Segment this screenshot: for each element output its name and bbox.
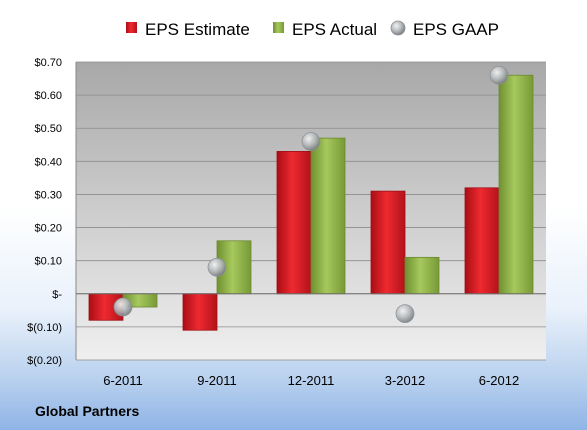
bar-eps-estimate xyxy=(370,190,406,295)
y-tick-label: $0.40 xyxy=(34,156,62,168)
x-category-label: 9-2011 xyxy=(197,373,237,388)
legend: EPS Estimate EPS Actual EPS GAAP xyxy=(126,20,499,39)
x-category-label: 3-2012 xyxy=(385,373,425,388)
bar-eps-estimate xyxy=(182,293,218,331)
x-category-label: 12-2011 xyxy=(288,373,335,388)
bar-eps-actual xyxy=(404,256,440,295)
bar-eps-actual xyxy=(498,74,534,295)
y-tick-label: $0.70 xyxy=(34,57,62,69)
bars xyxy=(88,74,534,331)
legend-label-eps-actual: EPS Actual xyxy=(292,20,377,39)
y-tick-label: $0.20 xyxy=(34,223,62,235)
point-eps-gaap xyxy=(301,132,321,151)
x-category-label: 6-2012 xyxy=(479,373,519,388)
y-axis-ticks: $0.70 $0.60 $0.50 $0.40 $0.30 $0.20 $0.10 $- $(0… xyxy=(27,57,62,367)
y-tick-label: $(0.20) xyxy=(27,355,62,367)
y-tick-label: $(0.10) xyxy=(27,322,62,334)
x-category-label: 6-2011 xyxy=(103,373,143,388)
point-eps-gaap xyxy=(113,297,133,317)
legend-label-eps-gaap: EPS GAAP xyxy=(413,20,499,39)
legend-swatch-eps-actual xyxy=(273,22,284,33)
point-eps-gaap xyxy=(207,257,227,277)
company-name: Global Partners xyxy=(35,403,139,419)
point-eps-gaap xyxy=(489,65,509,85)
y-tick-label: $0.10 xyxy=(34,256,62,268)
y-tick-label: $- xyxy=(52,289,62,301)
bar-eps-actual xyxy=(310,137,346,295)
bar-eps-estimate xyxy=(464,187,500,295)
point-eps-gaap xyxy=(395,304,415,324)
y-tick-label: $0.30 xyxy=(34,189,62,201)
y-tick-label: $0.60 xyxy=(34,90,62,102)
y-tick-label: $0.50 xyxy=(34,123,62,135)
legend-marker-eps-gaap xyxy=(390,20,406,36)
bar-eps-estimate xyxy=(276,150,312,295)
legend-label-eps-estimate: EPS Estimate xyxy=(145,20,250,39)
gaap-points xyxy=(113,65,509,324)
legend-swatch-eps-estimate xyxy=(126,22,137,33)
x-axis-categories: 6-2011 9-2011 12-2011 3-2012 6-2012 xyxy=(103,373,519,388)
